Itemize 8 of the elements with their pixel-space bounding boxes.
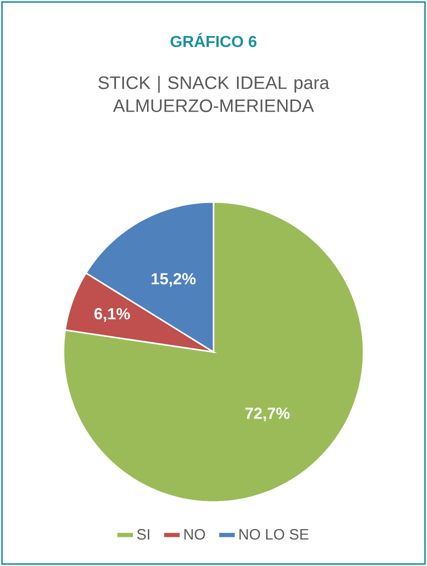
data-label: 72,7% [245, 408, 290, 422]
data-label: 6,1% [94, 308, 130, 322]
chart-title: GRÁFICO 6 [170, 32, 256, 48]
legend-label: NO [184, 529, 205, 540]
legend-label: SI [137, 529, 150, 540]
data-label: 15,2% [152, 273, 196, 287]
chart-subtitle: STICK | SNACK IDEAL para ALMUERZO-MERIENDA [98, 76, 330, 112]
legend-label: NO LO SE [239, 529, 308, 540]
